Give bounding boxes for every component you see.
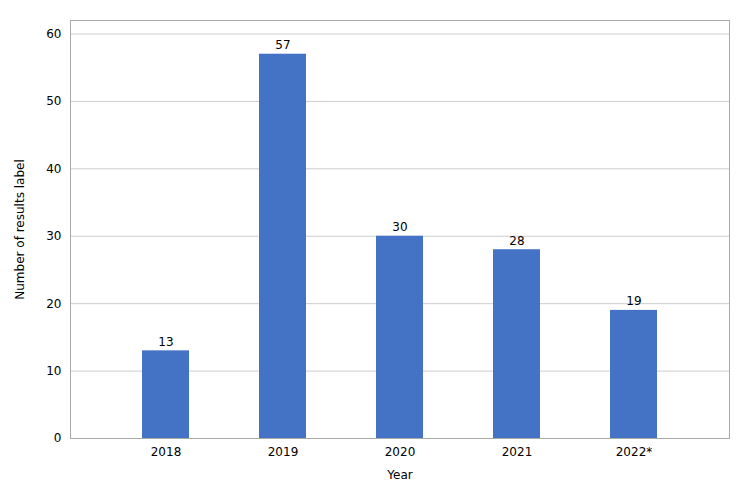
svg-text:0: 0 xyxy=(54,431,62,445)
svg-text:2018: 2018 xyxy=(151,445,182,459)
svg-text:30: 30 xyxy=(46,229,61,243)
svg-text:10: 10 xyxy=(46,364,61,378)
svg-text:50: 50 xyxy=(46,94,61,108)
svg-text:Year: Year xyxy=(386,468,412,482)
svg-text:28: 28 xyxy=(509,234,524,248)
svg-text:57: 57 xyxy=(275,38,290,52)
svg-text:2020: 2020 xyxy=(385,445,416,459)
svg-text:30: 30 xyxy=(392,220,407,234)
svg-text:2019: 2019 xyxy=(268,445,299,459)
svg-text:Number of results label: Number of results label xyxy=(13,159,27,299)
svg-text:2022*: 2022* xyxy=(616,445,653,459)
svg-text:13: 13 xyxy=(158,335,173,349)
svg-text:60: 60 xyxy=(46,27,61,41)
svg-text:19: 19 xyxy=(626,294,641,308)
svg-text:40: 40 xyxy=(46,162,61,176)
svg-text:20: 20 xyxy=(46,297,61,311)
svg-text:2021: 2021 xyxy=(502,445,533,459)
